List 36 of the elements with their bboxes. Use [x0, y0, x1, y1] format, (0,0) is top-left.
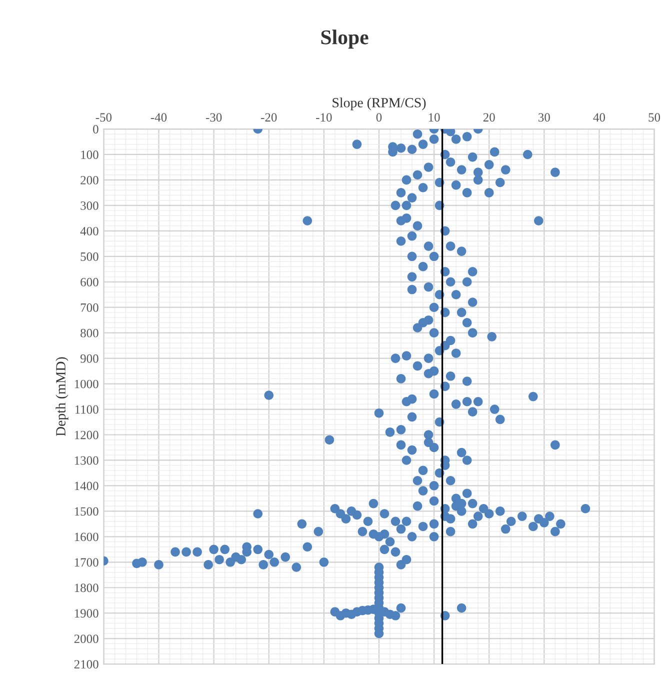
y-tick-label: 200	[80, 176, 98, 184]
y-tick-label: 1000	[74, 380, 98, 388]
y-tick-label: 800	[80, 328, 98, 338]
x-tick-label: 50	[648, 113, 660, 122]
y-tick-label: 1800	[74, 584, 98, 592]
y-tick-label: 300	[80, 201, 98, 210]
y-tick-label: 100	[81, 150, 98, 159]
y-axis-title: Depth (mMD)	[56, 357, 68, 436]
x-tick-label: 20	[483, 113, 495, 122]
y-tick-label: 1200	[74, 430, 98, 440]
x-tick-label: -20	[261, 113, 277, 122]
y-tick-label: 1100	[75, 405, 98, 414]
x-tick-label: 30	[538, 113, 550, 122]
y-tick-label: 1900	[74, 609, 98, 618]
y-tick-label: 1500	[74, 507, 98, 516]
y-tick-label: 600	[80, 278, 98, 286]
x-tick-label: 40	[593, 113, 605, 122]
x-tick-label: 10	[428, 113, 440, 122]
y-tick-label: 2100	[74, 660, 98, 669]
y-tick-label: 1700	[74, 558, 98, 567]
y-tick-label: 0	[93, 125, 98, 134]
x-tick-label: -50	[96, 113, 112, 122]
y-tick-label: 1600	[74, 532, 98, 542]
x-tick-label: -40	[150, 113, 167, 122]
x-axis-title: Slope (RPM/CS)	[332, 98, 426, 110]
x-tick-label: -30	[206, 113, 222, 122]
y-tick-label: 1300	[74, 456, 98, 465]
y-tick-label: 2000	[74, 634, 98, 644]
x-tick-label: 0	[376, 113, 382, 122]
x-tick-label: -10	[316, 113, 332, 122]
y-tick-label: 400	[80, 226, 98, 236]
y-tick-label: 700	[80, 303, 98, 312]
y-tick-label: 500	[80, 252, 98, 261]
chart-title: Slope	[321, 30, 368, 49]
y-tick-label: 900	[80, 354, 98, 363]
y-tick-label: 1400	[74, 482, 98, 490]
